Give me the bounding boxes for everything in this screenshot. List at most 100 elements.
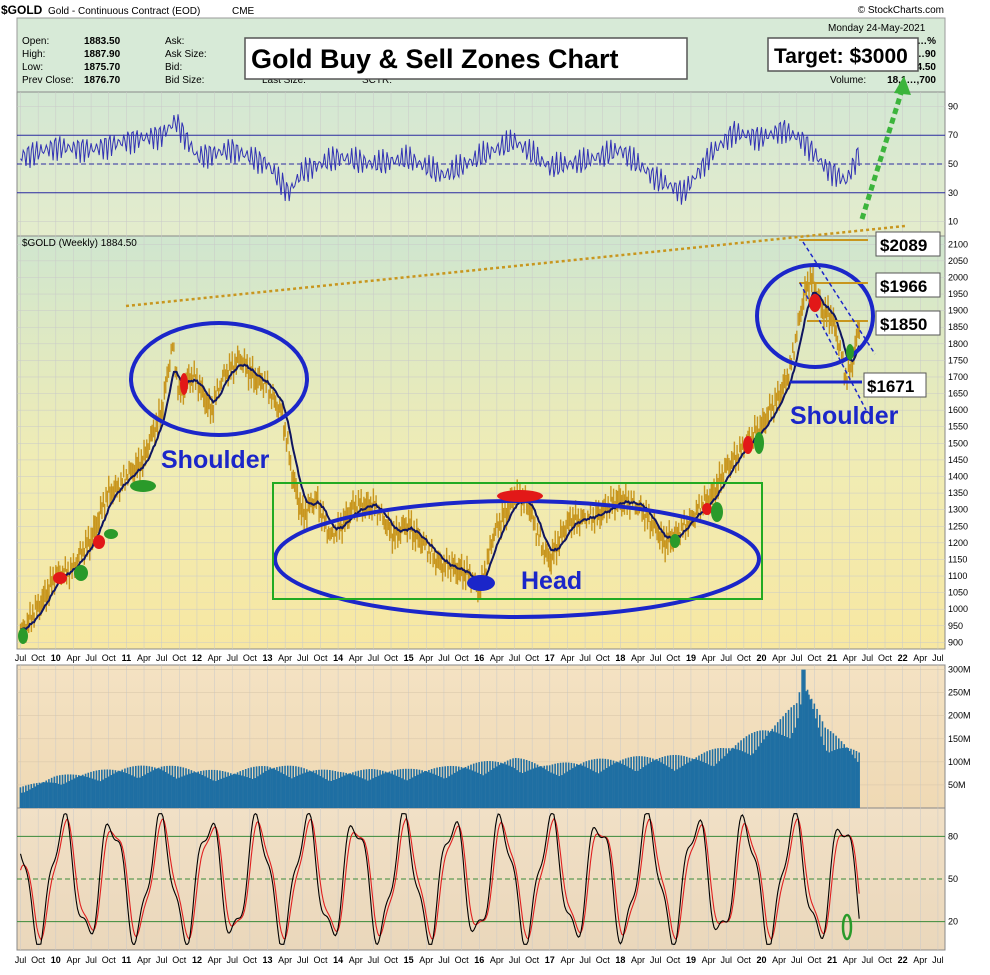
price-y-tick: 950 xyxy=(948,621,963,631)
price-x-tick: Jul xyxy=(368,653,380,663)
sell-signal-2020b xyxy=(809,294,821,312)
header-field-value: 1887.90 xyxy=(84,49,121,60)
price-x-tick: Oct xyxy=(525,653,540,663)
stoch-x-tick: 20 xyxy=(757,955,767,965)
stoch-x-tick: Jul xyxy=(15,955,27,965)
stoch-x-tick: 10 xyxy=(51,955,61,965)
symbol-text: $GOLD xyxy=(1,3,43,17)
stoch-x-tick: Oct xyxy=(102,955,117,965)
price-x-tick: Jul xyxy=(15,653,27,663)
right-shoulder-label: Shoulder xyxy=(790,402,899,430)
stoch-x-tick: 11 xyxy=(122,955,132,965)
head-low-marker xyxy=(467,575,495,591)
buy-signal-2021 xyxy=(846,344,854,360)
stoch-x-tick: Jul xyxy=(226,955,238,965)
header-field-label: Bid: xyxy=(165,62,182,73)
price-y-tick: 1400 xyxy=(948,472,968,482)
stoch-x-tick: Jul xyxy=(85,955,97,965)
price-y-tick: 900 xyxy=(948,637,963,647)
vol-y-tick: 300M xyxy=(948,665,971,675)
price-y-tick: 1450 xyxy=(948,455,968,465)
stoch-x-tick: Oct xyxy=(31,955,46,965)
price-x-tick: Apr xyxy=(490,653,504,663)
price-x-tick: Jul xyxy=(579,653,591,663)
stoch-x-tick: Oct xyxy=(172,955,187,965)
sell-signal-2020 xyxy=(743,436,753,454)
header-field-value: 1883.50 xyxy=(84,36,121,47)
price-panel-label: $GOLD (Weekly) 1884.50 xyxy=(22,238,137,249)
price-x-tick: Jul xyxy=(791,653,803,663)
price-y-tick: 1100 xyxy=(948,571,967,581)
stoch-x-tick: Jul xyxy=(650,955,662,965)
price-box-2089-label: $2089 xyxy=(880,236,927,255)
price-y-tick: 1350 xyxy=(948,488,968,498)
stoch-x-tick: 21 xyxy=(827,955,837,965)
exchange-label: CME xyxy=(232,6,255,17)
price-x-tick: Apr xyxy=(278,653,292,663)
vol-y-tick: 200M xyxy=(948,711,971,721)
stoch-x-tick: 17 xyxy=(545,955,555,965)
price-y-tick: 1950 xyxy=(948,289,968,299)
price-x-tick: Apr xyxy=(913,653,927,663)
price-x-tick: Apr xyxy=(66,653,80,663)
price-x-tick: 16 xyxy=(474,653,484,663)
price-x-tick: Oct xyxy=(737,653,752,663)
stoch-x-tick: Apr xyxy=(137,955,151,965)
price-box-1850-label: $1850 xyxy=(880,315,927,334)
price-x-tick: Oct xyxy=(31,653,46,663)
price-y-tick: 1000 xyxy=(948,604,968,614)
price-x-tick: Oct xyxy=(878,653,893,663)
price-x-tick: Jul xyxy=(932,653,944,663)
price-x-tick: Apr xyxy=(419,653,433,663)
stoch-x-tick: Apr xyxy=(490,955,504,965)
head-label: Head xyxy=(521,567,582,595)
header-field-label: Bid Size: xyxy=(165,75,204,86)
price-y-tick: 2050 xyxy=(948,256,968,266)
price-x-tick: Jul xyxy=(226,653,238,663)
price-x-tick: Jul xyxy=(438,653,450,663)
price-x-tick: 12 xyxy=(192,653,202,663)
stoch-x-tick: Oct xyxy=(878,955,893,965)
rsi-y-tick: 50 xyxy=(948,159,958,169)
vol-y-tick: 150M xyxy=(948,734,971,744)
price-box-1671-label: $1671 xyxy=(867,377,914,396)
stoch-x-tick: 18 xyxy=(615,955,625,965)
price-x-tick: 21 xyxy=(827,653,837,663)
buy-signal-2009 xyxy=(18,628,28,644)
stoch-x-tick: Jul xyxy=(509,955,521,965)
contract-desc: Gold - Continuous Contract (EOD) xyxy=(48,6,200,17)
buy-signal-2018 xyxy=(670,534,680,548)
price-y-tick: 1150 xyxy=(948,554,967,564)
stoch-x-tick: 22 xyxy=(898,955,908,965)
price-x-tick: Jul xyxy=(297,653,309,663)
credit-text: © StockCharts.com xyxy=(858,5,944,16)
price-x-tick: 10 xyxy=(51,653,61,663)
stoch-y-tick: 80 xyxy=(948,831,958,841)
stoch-y-tick: 20 xyxy=(948,917,958,927)
stoch-x-tick: Jul xyxy=(932,955,944,965)
chart-title: Gold Buy & Sell Zones Chart xyxy=(251,44,619,74)
vol-y-tick: 100M xyxy=(948,757,971,767)
price-x-tick: 13 xyxy=(263,653,273,663)
price-x-tick: Apr xyxy=(843,653,857,663)
header-field-value: 1876.70 xyxy=(84,75,121,86)
price-x-tick: Apr xyxy=(631,653,645,663)
price-y-tick: 1800 xyxy=(948,339,968,349)
vol-y-tick: 50M xyxy=(948,780,966,790)
stoch-x-tick: Oct xyxy=(243,955,258,965)
buy-signal-2020 xyxy=(754,432,764,454)
stoch-x-tick: Oct xyxy=(666,955,681,965)
price-x-tick: Apr xyxy=(702,653,716,663)
stoch-x-tick: 19 xyxy=(686,955,696,965)
header-field-value: 1875.70 xyxy=(84,62,121,73)
price-x-tick: 17 xyxy=(545,653,555,663)
price-x-tick: Apr xyxy=(349,653,363,663)
stoch-x-tick: Jul xyxy=(791,955,803,965)
rsi-y-tick: 90 xyxy=(948,101,958,111)
buy-signal-2011 xyxy=(130,480,156,492)
stoch-x-tick: Apr xyxy=(560,955,574,965)
price-y-tick: 2100 xyxy=(948,239,968,249)
price-x-tick: Apr xyxy=(208,653,222,663)
price-y-tick: 1900 xyxy=(948,306,968,316)
